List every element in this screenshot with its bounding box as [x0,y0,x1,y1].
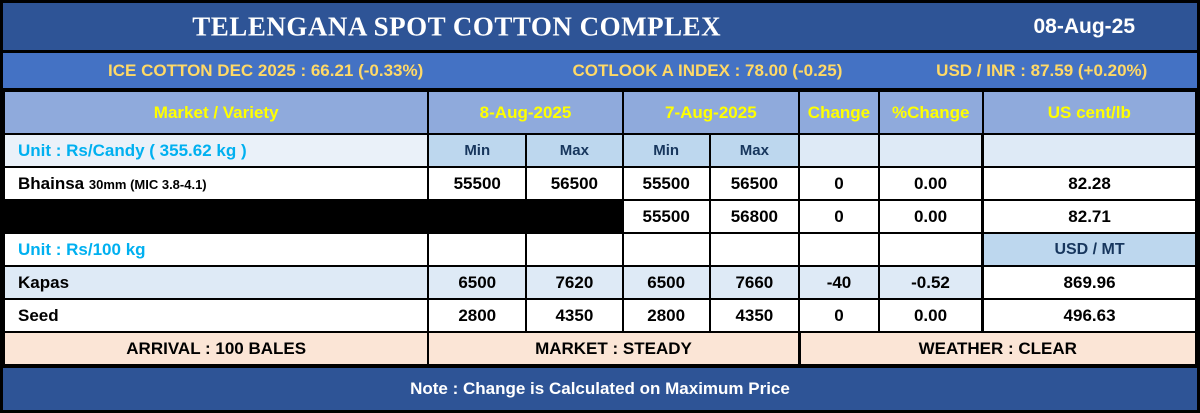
subheader-min-yesterday: Min [621,133,711,168]
col-header-change: Change [798,90,880,135]
blank-cell [877,133,984,168]
redacted-yesterday-max: 56800 [708,199,801,234]
ticker-ice-cotton: ICE COTTON DEC 2025 : 66.21 (-0.33%) [108,60,424,80]
redacted-us-cent: 82.71 [981,199,1197,234]
variety-name: Bhainsa [18,173,85,193]
subheader-max-today: Max [525,133,624,168]
variety-spec: 30mm (MIC 3.8-4.1) [88,176,207,192]
col-header-pct-change: %Change [877,90,984,135]
redacted-pct-change: 0.00 [877,199,984,234]
kapas-usd-mt: 869.96 [981,265,1197,300]
blank-cell [877,232,984,267]
ticker-cotlook-index: COTLOOK A INDEX : 78.00 (-0.25) [572,60,843,80]
kapas-pct-change: -0.52 [877,265,984,300]
col-header-today-date: 8-Aug-2025 [427,90,624,135]
col-header-us-cent: US cent/lb [981,90,1197,135]
seed-change: 0 [798,298,880,333]
kapas-change: -40 [798,265,880,300]
table-row-bhainsa: Bhainsa 30mm (MIC 3.8-4.1) 55500 56500 5… [3,166,1197,201]
blank-cell [621,232,711,267]
title-bar: TELENGANA SPOT COTTON COMPLEX 08-Aug-25 [3,3,1197,53]
kapas-yesterday-min: 6500 [621,265,711,300]
seed-yesterday-max: 4350 [708,298,801,333]
redacted-yesterday-min: 55500 [621,199,711,234]
bhainsa-yesterday-min: 55500 [621,166,711,201]
subheader-min-today: Min [427,133,528,168]
report-date: 08-Aug-25 [1033,14,1135,38]
variety-name-bhainsa: Bhainsa 30mm (MIC 3.8-4.1) [3,166,430,201]
seed-usd-mt: 496.63 [981,298,1197,333]
col-header-yesterday-date: 7-Aug-2025 [621,90,801,135]
col-header-market-variety: Market / Variety [3,90,430,135]
blank-cell [798,133,880,168]
kapas-today-min: 6500 [427,265,528,300]
unit-candy-row: Unit : Rs/Candy ( 355.62 kg ) Min Max Mi… [3,133,1197,168]
arrival-status: ARRIVAL : 100 BALES [3,331,430,366]
seed-today-min: 2800 [427,298,528,333]
kapas-today-max: 7620 [525,265,624,300]
weather-status: WEATHER : CLEAR [797,331,1197,366]
bhainsa-pct-change: 0.00 [877,166,984,201]
market-ticker: ICE COTTON DEC 2025 : 66.21 (-0.33%) COT… [3,53,1197,90]
blank-cell [708,232,801,267]
redacted-change: 0 [798,199,880,234]
seed-yesterday-min: 2800 [621,298,711,333]
price-table: Market / Variety 8-Aug-2025 7-Aug-2025 C… [3,90,1197,366]
blank-cell [427,232,528,267]
table-row-seed: Seed 2800 4350 2800 4350 0 0.00 496.63 [3,298,1197,333]
footer-note: Note : Change is Calculated on Maximum P… [410,379,790,398]
variety-name-kapas: Kapas [3,265,430,300]
market-status: MARKET : STEADY [427,331,801,366]
bhainsa-today-max: 56500 [525,166,624,201]
seed-today-max: 4350 [525,298,624,333]
subheader-usd-mt: USD / MT [981,232,1197,267]
footer-note-bar: Note : Change is Calculated on Maximum P… [3,366,1197,410]
blank-cell [981,133,1197,168]
bhainsa-change: 0 [798,166,880,201]
ticker-usd-inr: USD / INR : 87.59 (+0.20%) [936,60,1148,80]
unit-candy-label: Unit : Rs/Candy ( 355.62 kg ) [3,133,430,168]
table-row-kapas: Kapas 6500 7620 6500 7660 -40 -0.52 869.… [3,265,1197,300]
unit-100kg-label: Unit : Rs/100 kg [3,232,430,267]
seed-pct-change: 0.00 [877,298,984,333]
subheader-max-yesterday: Max [708,133,801,168]
summary-row: ARRIVAL : 100 BALES MARKET : STEADY WEAT… [3,331,1197,366]
table-header-row: Market / Variety 8-Aug-2025 7-Aug-2025 C… [3,90,1197,135]
bhainsa-yesterday-max: 56500 [708,166,801,201]
variety-name-seed: Seed [3,298,430,333]
table-row-redacted: 55500 56800 0 0.00 82.71 [3,199,1197,234]
kapas-yesterday-max: 7660 [708,265,801,300]
blank-cell [525,232,624,267]
unit-100kg-row: Unit : Rs/100 kg USD / MT [3,232,1197,267]
bhainsa-today-min: 55500 [427,166,528,201]
blank-cell [798,232,880,267]
page-title: TELENGANA SPOT COTTON COMPLEX [192,11,722,41]
redacted-cell [3,199,624,234]
bhainsa-us-cent: 82.28 [981,166,1197,201]
